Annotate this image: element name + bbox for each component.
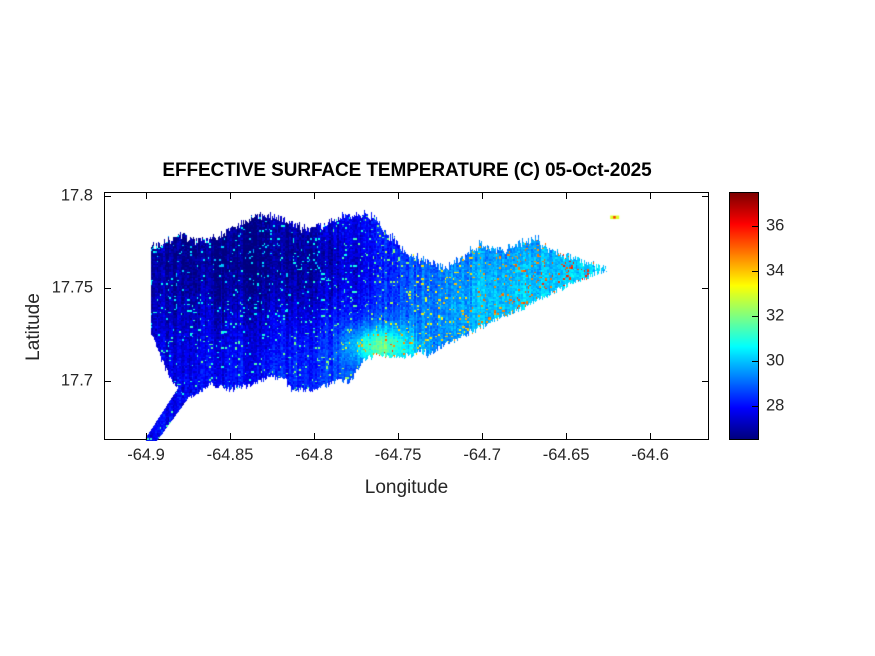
- x-tick-mark: [230, 192, 232, 199]
- x-tick-mark: [398, 192, 400, 199]
- x-tick-mark: [566, 192, 568, 199]
- y-tick-mark: [104, 288, 111, 290]
- colorbar-tick-label: 32: [766, 306, 785, 325]
- colorbar-tick-mark: [752, 316, 758, 318]
- colorbar-gradient: [729, 192, 759, 440]
- colorbar-tick-label: 30: [766, 351, 785, 370]
- x-tick-mark: [482, 192, 484, 199]
- x-tick-label: -64.85: [206, 446, 254, 464]
- colorbar-tick-mark: [752, 406, 758, 408]
- page-title: EFFECTIVE SURFACE TEMPERATURE (C) 05-Oct…: [162, 160, 652, 181]
- x-tick-mark: [398, 433, 400, 440]
- x-tick-mark: [146, 433, 148, 440]
- y-tick-mark: [104, 380, 111, 382]
- x-tick-mark: [482, 433, 484, 440]
- x-tick-mark: [230, 433, 232, 440]
- y-axis-label: Latitude: [23, 293, 44, 361]
- x-tick-label: -64.9: [127, 446, 165, 464]
- colorbar-tick-label: 36: [766, 216, 785, 235]
- colorbar[interactable]: [729, 192, 759, 440]
- y-tick-label: 17.8: [60, 186, 93, 205]
- x-axis-label: Longitude: [364, 477, 449, 498]
- x-tick-mark: [314, 433, 316, 440]
- colorbar-tick-mark: [752, 270, 758, 273]
- y-tick-mark: [702, 288, 709, 290]
- x-tick-mark: [566, 433, 568, 440]
- colorbar-tick-mark: [752, 361, 758, 363]
- x-tick-label: -64.7: [463, 446, 501, 464]
- x-tick-mark: [314, 192, 316, 199]
- x-tick-mark: [146, 192, 148, 199]
- y-tick-mark: [104, 195, 111, 197]
- temperature-heatmap[interactable]: [105, 193, 710, 441]
- x-tick-label: -64.8: [295, 446, 333, 464]
- colorbar-tick-mark: [752, 225, 758, 227]
- y-tick-label: 17.75: [51, 278, 93, 297]
- y-tick-label: 17.7: [60, 371, 93, 390]
- colorbar-tick-label: 28: [766, 396, 785, 415]
- x-tick-mark: [650, 192, 652, 199]
- y-tick-mark: [702, 380, 709, 382]
- map-axes[interactable]: [104, 192, 710, 441]
- x-tick-label: -64.6: [631, 446, 669, 464]
- colorbar-tick-label: 34: [766, 261, 785, 280]
- y-tick-mark: [702, 195, 709, 197]
- x-tick-mark: [650, 433, 652, 440]
- x-tick-label: -64.65: [542, 446, 590, 464]
- x-tick-label: -64.75: [374, 446, 422, 464]
